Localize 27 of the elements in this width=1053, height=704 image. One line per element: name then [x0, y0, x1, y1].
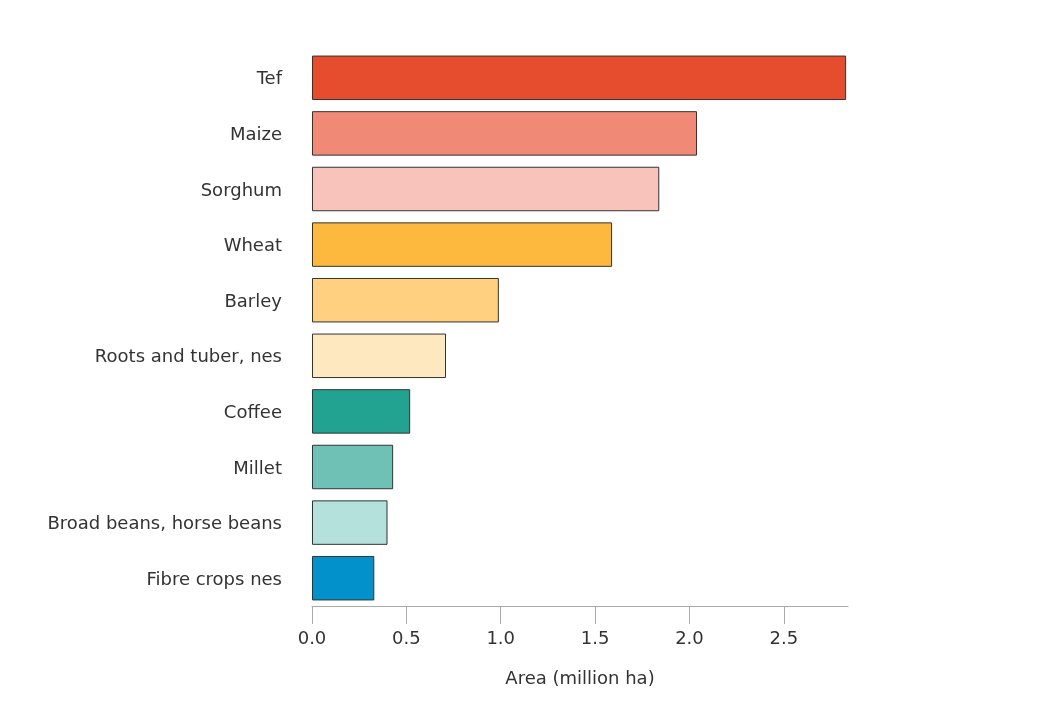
y-tick-label: Wheat: [223, 234, 282, 256]
bar: [312, 277, 499, 323]
y-tick-label: Broad beans, horse beans: [47, 512, 282, 534]
x-tick-label: 1.0: [486, 626, 516, 648]
y-tick-label: Barley: [224, 289, 283, 311]
x-tick-label: 0.5: [392, 626, 421, 648]
bar: [312, 111, 698, 156]
bar: [312, 500, 388, 545]
bar: [312, 333, 446, 379]
x-tick-label: 1.5: [580, 626, 610, 648]
x-tick-label: 0.0: [297, 626, 327, 648]
y-tick-label: Roots and tuber, nes: [94, 345, 282, 367]
y-tick-label: Sorghum: [200, 178, 282, 200]
y-tick-label: Coffee: [223, 400, 282, 422]
bar: [312, 389, 411, 434]
y-tick-label: Maize: [229, 122, 282, 144]
x-axis-title: Area (million ha): [505, 666, 655, 688]
bar: [312, 166, 660, 212]
bar: [312, 555, 375, 601]
bar: [312, 55, 847, 101]
y-tick-label: Millet: [233, 456, 282, 478]
y-tick-label: Tef: [255, 67, 283, 89]
x-tick-label: 2.5: [769, 626, 799, 648]
y-tick-label: Fibre crops nes: [146, 567, 282, 589]
bar: [312, 444, 394, 490]
x-tick-label: 2.0: [675, 626, 704, 648]
bar: [312, 222, 613, 267]
